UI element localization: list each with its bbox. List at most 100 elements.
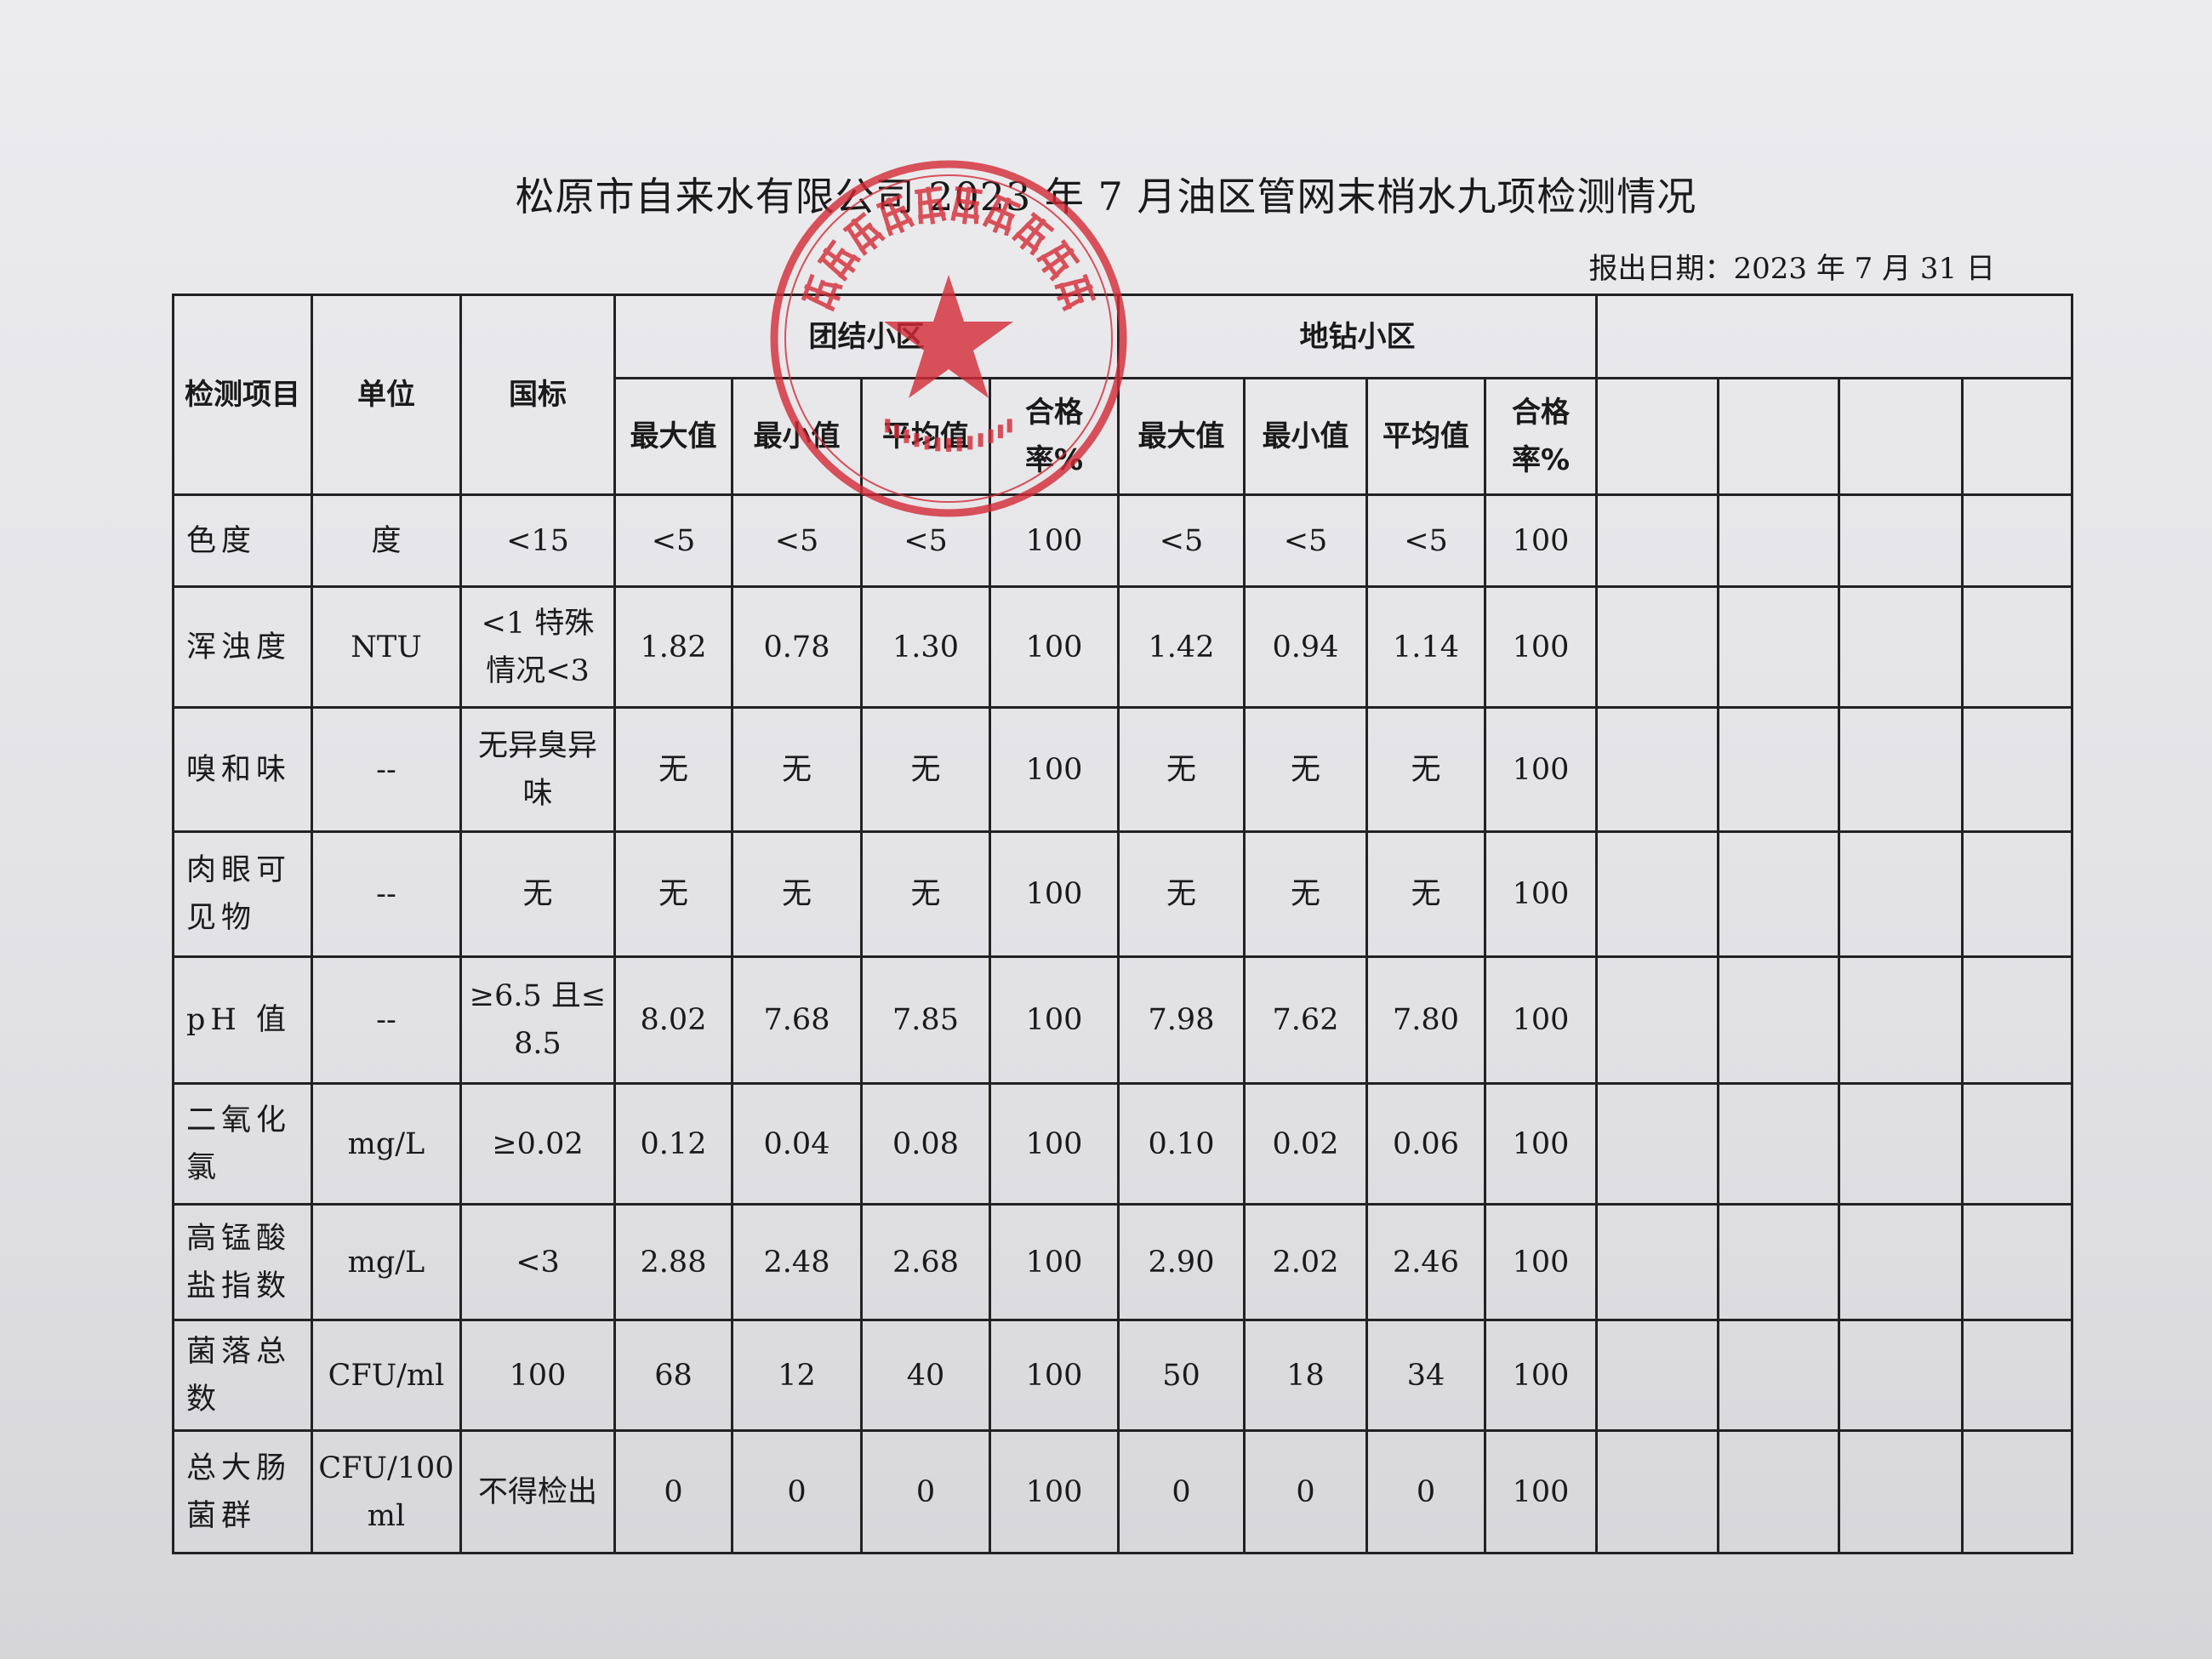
value-cell: 无 <box>1117 706 1246 833</box>
value-cell: 无 <box>1365 830 1486 958</box>
item-cell: 肉眼可见物 <box>172 830 313 958</box>
unit-cell: -- <box>311 830 462 958</box>
value-cell: 无 <box>1243 706 1368 833</box>
unit-cell: NTU <box>311 585 462 709</box>
value-cell: 7.62 <box>1243 955 1368 1085</box>
empty-cell <box>1961 1203 2073 1321</box>
value-cell: 0 <box>1243 1429 1368 1554</box>
value-cell: 0 <box>1117 1429 1246 1554</box>
empty-cell <box>1717 585 1840 709</box>
document-title: 松原市自来水有限公司 2023 年 7 月油区管网末梢水九项检测情况 <box>515 174 1697 219</box>
empty-cell <box>1838 1319 1964 1432</box>
value-cell: 1.42 <box>1117 585 1246 709</box>
value-cell: 100 <box>989 493 1120 588</box>
empty-cell <box>1717 1319 1840 1432</box>
value-cell: 0 <box>860 1429 991 1554</box>
empty-header-cell <box>1595 294 2073 379</box>
value-cell: 7.68 <box>731 955 863 1085</box>
empty-cell <box>1961 1429 2073 1554</box>
empty-cell <box>1838 1203 1964 1321</box>
table-row: 嗅和味 -- 无异臭异味无无无 100 无无无 100 <box>172 706 2073 833</box>
standard-cell: 无异臭异味 <box>459 706 616 833</box>
value-cell: 40 <box>860 1319 991 1432</box>
header-group-tuanjie: 团结小区 <box>613 294 1120 379</box>
unit-cell: -- <box>311 706 462 833</box>
empty-subheader-cell <box>1595 377 1719 496</box>
empty-cell <box>1717 706 1840 833</box>
header-unit: 单位 <box>311 294 462 496</box>
value-cell: 2.68 <box>860 1203 991 1321</box>
report-date: 报出日期：2023 年 7 月 31 日 <box>1588 252 1995 286</box>
value-cell: 7.80 <box>1365 955 1486 1085</box>
empty-cell <box>1595 585 1719 709</box>
table-row: 肉眼可见物 -- 无无无无 100 无无无 100 <box>172 830 2073 958</box>
header-group-dizuan: 地钻小区 <box>1117 294 1598 379</box>
table-row: 总大肠菌群 CFU/100ml 不得检出 0 0 0 100 0 0 0 100 <box>172 1429 2073 1554</box>
empty-cell <box>1595 955 1719 1085</box>
value-cell: 100 <box>989 585 1120 709</box>
empty-cell <box>1961 1082 2073 1206</box>
table-row: 高锰酸盐指数 mg/L <3 2.88 2.48 2.68 100 2.90 2.02 2.46 1… <box>172 1203 2073 1321</box>
empty-cell <box>1595 1203 1719 1321</box>
value-cell: 100 <box>989 1082 1120 1206</box>
value-cell: 0 <box>731 1429 863 1554</box>
empty-cell <box>1961 585 2073 709</box>
empty-cell <box>1961 830 2073 958</box>
empty-cell <box>1838 1429 1964 1554</box>
standard-cell: 100 <box>459 1319 616 1432</box>
value-cell: <5 <box>613 493 733 588</box>
value-cell: 无 <box>613 830 733 958</box>
value-cell: 100 <box>989 955 1120 1085</box>
empty-cell <box>1838 706 1964 833</box>
value-cell: 无 <box>1243 830 1368 958</box>
header-standard: 国标 <box>459 294 616 496</box>
value-cell: 8.02 <box>613 955 733 1085</box>
unit-cell: mg/L <box>311 1203 462 1321</box>
standard-cell: ≥0.02 <box>459 1082 616 1206</box>
table-row: pH 值 -- ≥6.5 且≤8.5 8.02 7.68 7.85 100 7.98 7.62 7… <box>172 955 2073 1085</box>
subheader-1: 最小值 <box>731 377 863 496</box>
item-cell: 嗅和味 <box>172 706 313 833</box>
value-cell: 2.02 <box>1243 1203 1368 1321</box>
value-cell: 2.46 <box>1365 1203 1486 1321</box>
empty-subheader-cell <box>1838 377 1964 496</box>
empty-cell <box>1717 1203 1840 1321</box>
value-cell: 12 <box>731 1319 863 1432</box>
value-cell: 1.82 <box>613 585 733 709</box>
empty-cell <box>1595 1429 1719 1554</box>
value-cell: 100 <box>989 1203 1120 1321</box>
value-cell: 无 <box>1117 830 1246 958</box>
value-cell: 0.94 <box>1243 585 1368 709</box>
item-cell: 总大肠菌群 <box>172 1429 313 1554</box>
value-cell: 7.85 <box>860 955 991 1085</box>
value-cell: 0.10 <box>1117 1082 1246 1206</box>
subheader-7: 合格率% <box>1484 377 1598 496</box>
value-cell: <5 <box>1117 493 1246 588</box>
empty-cell <box>1717 1429 1840 1554</box>
value-cell: 无 <box>860 706 991 833</box>
unit-cell: CFU/100ml <box>311 1429 462 1554</box>
value-cell: 0.06 <box>1365 1082 1486 1206</box>
empty-cell <box>1717 1082 1840 1206</box>
value-cell: 100 <box>1484 1429 1598 1554</box>
value-cell: 无 <box>731 706 863 833</box>
empty-cell <box>1595 830 1719 958</box>
empty-cell <box>1961 493 2073 588</box>
unit-cell: CFU/ml <box>311 1319 462 1432</box>
value-cell: 100 <box>989 1319 1120 1432</box>
empty-cell <box>1838 1082 1964 1206</box>
value-cell: 0.12 <box>613 1082 733 1206</box>
unit-cell: mg/L <box>311 1082 462 1206</box>
empty-cell <box>1961 706 2073 833</box>
subheader-2: 平均值 <box>860 377 991 496</box>
standard-cell: <3 <box>459 1203 616 1321</box>
value-cell: 100 <box>1484 1082 1598 1206</box>
table-row: 菌落总数 CFU/ml 100 68 12 40 100 50 18 34 100 <box>172 1319 2073 1432</box>
value-cell: 100 <box>989 1429 1120 1554</box>
test-results-table: 检测项目 单位 国标 团结小区 地钻小区 最大值 最小值 平均值 合格率% 最大值 最小值… <box>172 294 2073 1554</box>
value-cell: 100 <box>1484 706 1598 833</box>
value-cell: 0 <box>613 1429 733 1554</box>
empty-cell <box>1838 955 1964 1085</box>
value-cell: 100 <box>989 830 1120 958</box>
empty-cell <box>1717 955 1840 1085</box>
